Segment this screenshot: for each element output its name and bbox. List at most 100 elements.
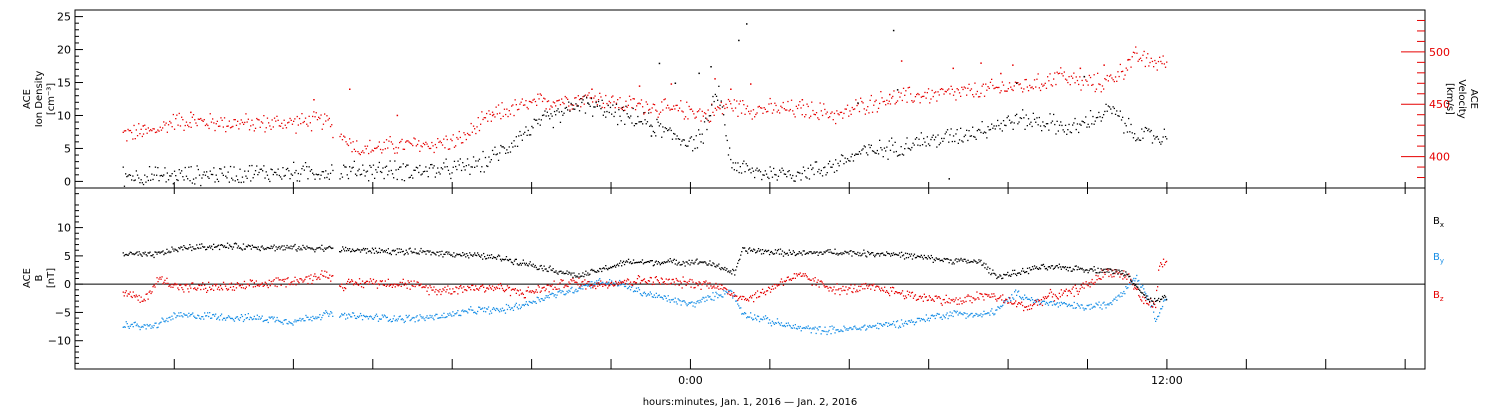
velocity-trace-point bbox=[347, 144, 350, 147]
density-trace-point bbox=[997, 119, 999, 122]
by-trace-point bbox=[306, 316, 308, 318]
bx-trace-point bbox=[224, 246, 227, 249]
bz-trace-point bbox=[217, 286, 220, 288]
velocity-trace-point bbox=[381, 152, 383, 154]
velocity-trace-point bbox=[166, 131, 168, 133]
by-trace-point bbox=[206, 315, 208, 317]
bz-trace-point bbox=[982, 295, 984, 298]
density-trace-point bbox=[987, 126, 989, 128]
bz-trace-point bbox=[740, 295, 742, 298]
bz-trace-point bbox=[636, 278, 639, 280]
bx-trace-point bbox=[297, 248, 299, 250]
density-trace-point bbox=[819, 172, 821, 175]
bx-trace-point bbox=[1073, 269, 1075, 271]
bz-trace-point bbox=[1083, 287, 1085, 289]
bz-trace-point bbox=[1065, 288, 1067, 290]
velocity-trace-point bbox=[591, 88, 593, 90]
bx-trace-point bbox=[956, 261, 958, 263]
density-trace-point bbox=[910, 149, 912, 151]
by-trace-point bbox=[521, 304, 523, 306]
velocity-trace-point bbox=[291, 123, 294, 125]
density-trace-point bbox=[1063, 131, 1065, 133]
bz-trace-point bbox=[1076, 290, 1078, 292]
bx-trace-point bbox=[232, 246, 235, 248]
bz-trace-point bbox=[152, 286, 154, 288]
by-trace-point bbox=[993, 314, 995, 316]
bz-trace-point bbox=[514, 288, 516, 290]
bz-trace-point bbox=[135, 294, 137, 296]
velocity-trace-point bbox=[354, 150, 357, 152]
bx-trace-point bbox=[687, 263, 689, 265]
bz-trace-point bbox=[547, 284, 549, 286]
bz-trace-point bbox=[455, 286, 457, 288]
density-trace-point bbox=[777, 175, 780, 177]
density-trace-point bbox=[513, 140, 515, 142]
by-trace-point bbox=[954, 310, 956, 313]
velocity-trace-point bbox=[935, 91, 937, 93]
bx-trace-point bbox=[425, 253, 427, 255]
density-trace-point bbox=[183, 179, 185, 181]
by-trace-point bbox=[541, 298, 543, 300]
velocity-trace-point bbox=[648, 109, 650, 111]
bz-trace-point bbox=[737, 299, 739, 301]
by-trace-point bbox=[797, 325, 799, 328]
bx-trace-point bbox=[585, 270, 587, 272]
bx-trace-point bbox=[412, 251, 414, 253]
bz-trace-point bbox=[1156, 289, 1158, 292]
bx-trace-point bbox=[331, 247, 333, 250]
by-trace-point bbox=[970, 312, 972, 315]
bx-trace-point bbox=[330, 247, 332, 249]
velocity-trace-point bbox=[518, 108, 520, 110]
velocity-trace-point bbox=[325, 120, 327, 122]
by-trace-point bbox=[554, 294, 556, 296]
bx-trace-point bbox=[413, 251, 415, 254]
velocity-trace-point bbox=[402, 148, 404, 150]
bz-trace-point bbox=[470, 289, 472, 291]
density-trace-point bbox=[507, 152, 509, 154]
velocity-trace-point bbox=[1143, 50, 1145, 53]
by-trace-point bbox=[240, 314, 243, 316]
density-trace-point bbox=[419, 164, 421, 167]
density-trace-point bbox=[394, 160, 396, 162]
density-trace-point bbox=[490, 159, 492, 161]
bx-trace-point bbox=[487, 257, 490, 259]
density-trace-point bbox=[1023, 117, 1025, 119]
bz-trace-point bbox=[369, 278, 372, 280]
bz-trace-point bbox=[937, 296, 939, 298]
bz-trace-point bbox=[157, 281, 159, 283]
bz-trace-point bbox=[301, 279, 303, 281]
bz-trace-point bbox=[1115, 269, 1117, 271]
bz-trace-point bbox=[972, 297, 974, 299]
density-trace-point bbox=[667, 129, 669, 132]
bz-trace-point bbox=[149, 290, 151, 292]
bz-trace-point bbox=[355, 282, 358, 284]
velocity-trace-point bbox=[821, 114, 824, 117]
by-trace-point bbox=[831, 325, 833, 327]
density-trace-point bbox=[874, 152, 876, 154]
density-trace-point bbox=[656, 118, 658, 121]
velocity-trace-point bbox=[1058, 72, 1061, 74]
density-trace-point bbox=[349, 166, 351, 168]
bx-trace-point bbox=[339, 251, 341, 253]
bx-trace-point bbox=[657, 261, 659, 263]
bz-trace-point bbox=[517, 290, 519, 292]
bx-trace-point bbox=[686, 261, 688, 263]
bx-trace-point bbox=[756, 251, 758, 253]
by-trace-point bbox=[435, 313, 437, 315]
by-trace-point bbox=[953, 310, 955, 312]
bx-trace-point bbox=[486, 254, 489, 256]
density-trace-point bbox=[771, 176, 774, 178]
bz-trace-point bbox=[989, 296, 991, 298]
bz-trace-point bbox=[915, 299, 918, 301]
bz-trace-point bbox=[924, 296, 926, 298]
density-trace-point bbox=[846, 158, 849, 160]
velocity-trace-point bbox=[394, 152, 396, 154]
bx-trace-point bbox=[787, 254, 789, 256]
bz-trace-point bbox=[651, 283, 653, 286]
bz-trace-point bbox=[536, 291, 538, 293]
by-trace-point bbox=[729, 290, 731, 292]
bx-trace-point bbox=[415, 252, 417, 254]
velocity-trace-point bbox=[1050, 84, 1052, 86]
bx-trace-point bbox=[221, 244, 224, 247]
by-trace-point bbox=[906, 323, 909, 325]
